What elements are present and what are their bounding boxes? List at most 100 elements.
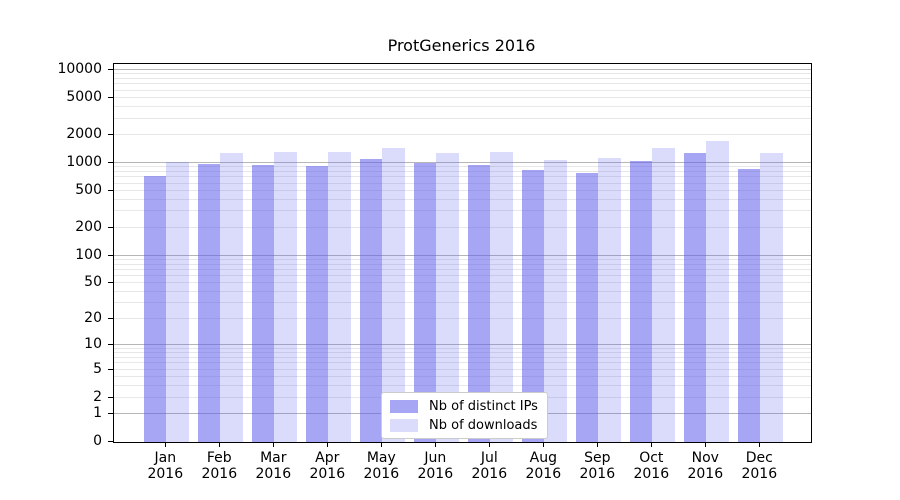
gridline-minor-700 xyxy=(114,176,811,178)
gridline-minor-60 xyxy=(114,274,811,276)
bar-downloads-jul xyxy=(490,152,513,442)
gridline-minor-7 xyxy=(114,357,811,358)
y-tick-mark-1000 xyxy=(108,161,113,163)
gridline-minor-800 xyxy=(114,170,811,172)
y-tick-label-1000: 1000 xyxy=(66,153,102,170)
bar-downloads-jun xyxy=(436,152,459,442)
legend-swatch-distinct-ips xyxy=(390,399,418,413)
bar-distinct-ips-mar xyxy=(251,164,275,442)
x-tick-label-oct: Oct 2016 xyxy=(619,450,683,482)
y-tick-mark-1 xyxy=(108,413,113,414)
x-tick-year: 2016 xyxy=(633,466,670,482)
gridline-minor-8 xyxy=(114,352,811,354)
bar-distinct-ips-apr xyxy=(305,166,329,442)
bar-distinct-ips-feb xyxy=(197,163,221,442)
x-tick-label-jan: Jan 2016 xyxy=(133,450,197,482)
y-tick-mark-2 xyxy=(108,396,113,398)
x-tick-year: 2016 xyxy=(525,466,562,482)
gridline-minor-400 xyxy=(114,198,811,200)
gridline-minor-3 xyxy=(114,385,811,386)
bar-downloads-nov xyxy=(706,141,729,442)
x-tick-mark-jan xyxy=(165,442,167,447)
gridline-major-10 xyxy=(114,344,811,346)
y-tick-label-2000: 2000 xyxy=(66,125,102,142)
bar-distinct-ips-nov xyxy=(683,152,707,442)
x-tick-month: Apr xyxy=(315,450,340,466)
bar-distinct-ips-jul xyxy=(467,165,491,442)
y-tick-label-10000: 10000 xyxy=(57,60,102,77)
bar-downloads-apr xyxy=(328,152,351,442)
gridline-minor-30 xyxy=(114,302,811,304)
gridline-minor-300 xyxy=(114,210,811,212)
x-tick-label-mar: Mar 2016 xyxy=(241,450,305,482)
plot-area: Nb of distinct IPs Nb of downloads xyxy=(113,63,812,443)
bar-downloads-oct xyxy=(652,147,675,442)
gridline-minor-4 xyxy=(114,376,811,377)
x-tick-label-sep: Sep 2016 xyxy=(565,450,629,482)
y-tick-label-50: 50 xyxy=(84,274,102,291)
y-tick-mark-10 xyxy=(108,344,113,346)
x-tick-month: Aug xyxy=(529,450,557,466)
bar-downloads-sep xyxy=(598,158,621,442)
bar-distinct-ips-jan xyxy=(143,176,167,442)
x-tick-year: 2016 xyxy=(687,466,724,482)
gridline-minor-40 xyxy=(114,291,811,292)
x-tick-mark-jul xyxy=(489,442,491,447)
gridline-minor-6000 xyxy=(114,89,811,91)
x-tick-mark-jun xyxy=(435,442,437,447)
bar-downloads-mar xyxy=(274,152,297,442)
x-tick-month: Feb xyxy=(206,450,232,466)
bar-distinct-ips-aug xyxy=(521,170,545,442)
gridline-minor-9000 xyxy=(114,73,811,75)
legend-entry-downloads: Nb of downloads xyxy=(390,417,538,433)
x-tick-label-aug: Aug 2016 xyxy=(511,450,575,482)
y-tick-label-20: 20 xyxy=(84,310,102,326)
y-tick-mark-500 xyxy=(108,189,113,191)
x-tick-year: 2016 xyxy=(417,466,454,482)
x-tick-label-apr: Apr 2016 xyxy=(295,450,359,482)
y-tick-label-5: 5 xyxy=(93,360,102,377)
bar-downloads-aug xyxy=(544,160,567,442)
y-tick-label-200: 200 xyxy=(75,218,102,235)
y-tick-mark-100 xyxy=(108,254,113,256)
gridline-minor-6 xyxy=(114,362,811,364)
gridline-minor-5 xyxy=(114,368,811,370)
gridline-major-10000 xyxy=(114,68,811,70)
bar-distinct-ips-sep xyxy=(575,172,599,442)
legend-swatch-downloads xyxy=(390,418,418,432)
x-tick-month: Dec xyxy=(745,450,773,466)
y-tick-label-2: 2 xyxy=(93,388,102,405)
bar-distinct-ips-may xyxy=(359,159,383,442)
x-tick-month: Jun xyxy=(424,450,447,466)
x-tick-label-jun: Jun 2016 xyxy=(403,450,467,482)
y-tick-label-1: 1 xyxy=(93,405,102,421)
y-tick-mark-0 xyxy=(108,441,113,442)
legend-label-distinct-ips: Nb of distinct IPs xyxy=(429,398,538,414)
gridline-minor-9 xyxy=(114,348,811,349)
y-tick-mark-200 xyxy=(108,226,113,228)
x-tick-mark-nov xyxy=(705,442,707,447)
bar-downloads-dec xyxy=(760,153,783,442)
x-tick-month: Mar xyxy=(260,450,287,466)
x-tick-label-dec: Dec 2016 xyxy=(727,450,791,482)
x-tick-mark-mar xyxy=(273,442,275,447)
y-tick-mark-10000 xyxy=(108,68,113,70)
gridline-minor-7000 xyxy=(114,83,811,85)
gridline-major-1000 xyxy=(114,161,811,163)
y-tick-label-5000: 5000 xyxy=(66,88,102,105)
x-tick-month: Nov xyxy=(691,450,719,466)
x-tick-year: 2016 xyxy=(471,466,508,482)
x-tick-mark-feb xyxy=(219,442,221,447)
x-tick-month: Oct xyxy=(639,450,664,466)
gridline-minor-200 xyxy=(114,226,811,228)
x-tick-label-feb: Feb 2016 xyxy=(187,450,251,482)
gridline-minor-20 xyxy=(114,318,811,319)
y-tick-mark-50 xyxy=(108,282,113,284)
y-tick-mark-5 xyxy=(108,368,113,370)
x-tick-mark-may xyxy=(381,442,383,447)
y-tick-mark-20 xyxy=(108,318,113,319)
x-tick-month: Jan xyxy=(154,450,177,466)
x-tick-year: 2016 xyxy=(579,466,616,482)
bar-distinct-ips-oct xyxy=(629,160,653,442)
